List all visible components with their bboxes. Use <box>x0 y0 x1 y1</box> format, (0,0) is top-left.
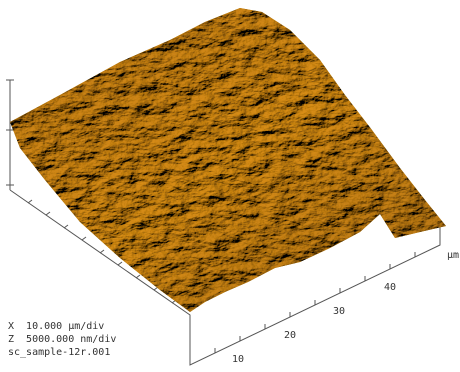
surface <box>0 0 460 330</box>
info-line: Z 5000.000 nm/div <box>8 334 116 345</box>
afm-image: 10 20 30 40 µm X 10.000 µm/div Z 5000.00… <box>0 0 460 372</box>
x-tick-label: 30 <box>333 306 345 317</box>
info-line: X 10.000 µm/div <box>8 321 104 332</box>
x-tick-label: 20 <box>284 330 296 341</box>
x-tick-label: 10 <box>232 354 244 365</box>
x-tick-label: 40 <box>384 282 396 293</box>
axis-unit: µm <box>447 250 459 261</box>
info-line: sc_sample-12r.001 <box>8 347 110 358</box>
